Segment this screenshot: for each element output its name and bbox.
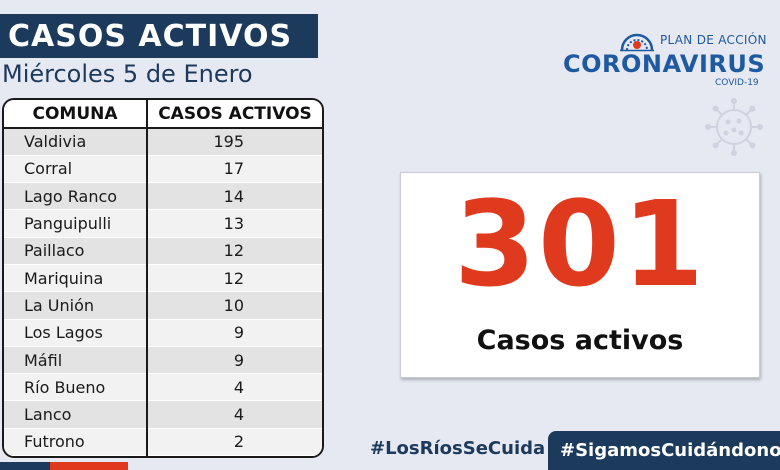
comuna-cell: Mariquina (4, 264, 148, 293)
comuna-cell: Los Lagos (4, 319, 148, 347)
comuna-cell: La Unión (4, 291, 148, 320)
table-row: Paillaco 12 (4, 237, 322, 265)
column-header-casos: CASOS ACTIVOS (147, 100, 322, 129)
casos-cell: 14 (147, 182, 322, 211)
casos-cell: 195 (147, 128, 322, 156)
logo-sub: COVID-19 (715, 78, 759, 88)
table-row: Los Lagos 9 (4, 319, 322, 347)
casos-cell: 12 (147, 264, 322, 293)
flag-bar-red (50, 462, 128, 470)
casos-cell: 4 (147, 373, 322, 402)
plan-de-accion-logo: PLAN DE ACCIÓN CORONAVIRUS COVID-19 (560, 26, 770, 90)
table-row: Mariquina 12 (4, 264, 322, 293)
comuna-cell: Lanco (4, 400, 148, 429)
comuna-cell: Paillaco (4, 237, 148, 265)
total-active-cases-value: 301 (453, 175, 707, 313)
comuna-cell: Panguipulli (4, 209, 148, 238)
date-subtitle: Miércoles 5 de Enero (2, 60, 253, 88)
comuna-cell: Máfil (4, 346, 148, 375)
comuna-cell: Río Bueno (4, 373, 148, 402)
hashtag-los-rios: #LosRíosSeCuida (370, 438, 546, 459)
page-title: CASOS ACTIVOS (8, 18, 293, 54)
government-seal-icon (620, 33, 654, 52)
comuna-cell: Valdivia (4, 128, 148, 156)
table-row: Panguipulli 13 (4, 209, 322, 238)
hashtag-sigamos-banner: #SigamosCuidándonos (548, 431, 780, 470)
casos-cell: 9 (147, 346, 322, 375)
casos-cell: 4 (147, 400, 322, 429)
table-row: La Unión 10 (4, 291, 322, 320)
logo-brand: CORONAVIRUS (563, 50, 766, 78)
table-row: Máfil 9 (4, 346, 322, 375)
casos-cell: 9 (147, 319, 322, 347)
hashtag-sigamos: #SigamosCuidándonos (560, 440, 780, 461)
casos-cell: 2 (147, 428, 322, 456)
table-row: Futrono 2 (4, 428, 322, 456)
casos-cell: 12 (147, 237, 322, 265)
casos-cell: 10 (147, 291, 322, 320)
table-row: Valdivia 195 (4, 128, 322, 156)
table-row: Corral 17 (4, 155, 322, 184)
comuna-cell: Lago Ranco (4, 182, 148, 211)
total-active-cases-card: 301 Casos activos (400, 172, 760, 378)
cases-table: COMUNA CASOS ACTIVOS Valdivia 195 Corral 17… (2, 98, 324, 458)
column-header-comuna: COMUNA (4, 100, 148, 129)
virus-icon (705, 98, 763, 156)
comuna-cell: Futrono (4, 428, 148, 456)
table-row: Lago Ranco 14 (4, 182, 322, 211)
logo-plan-label: PLAN DE ACCIÓN (660, 33, 767, 47)
flag-bar (0, 462, 128, 470)
casos-cell: 13 (147, 209, 322, 238)
table-row: Río Bueno 4 (4, 373, 322, 402)
total-active-cases-label: Casos activos (476, 325, 684, 356)
table-header-row: COMUNA CASOS ACTIVOS (4, 100, 322, 129)
casos-cell: 17 (147, 155, 322, 184)
table-body: Valdivia 195 Corral 17 Lago Ranco 14 Panguipul… (4, 128, 322, 456)
title-banner: CASOS ACTIVOS (0, 14, 318, 58)
table-row: Lanco 4 (4, 400, 322, 429)
comuna-cell: Corral (4, 155, 148, 184)
flag-bar-blue (0, 462, 50, 470)
